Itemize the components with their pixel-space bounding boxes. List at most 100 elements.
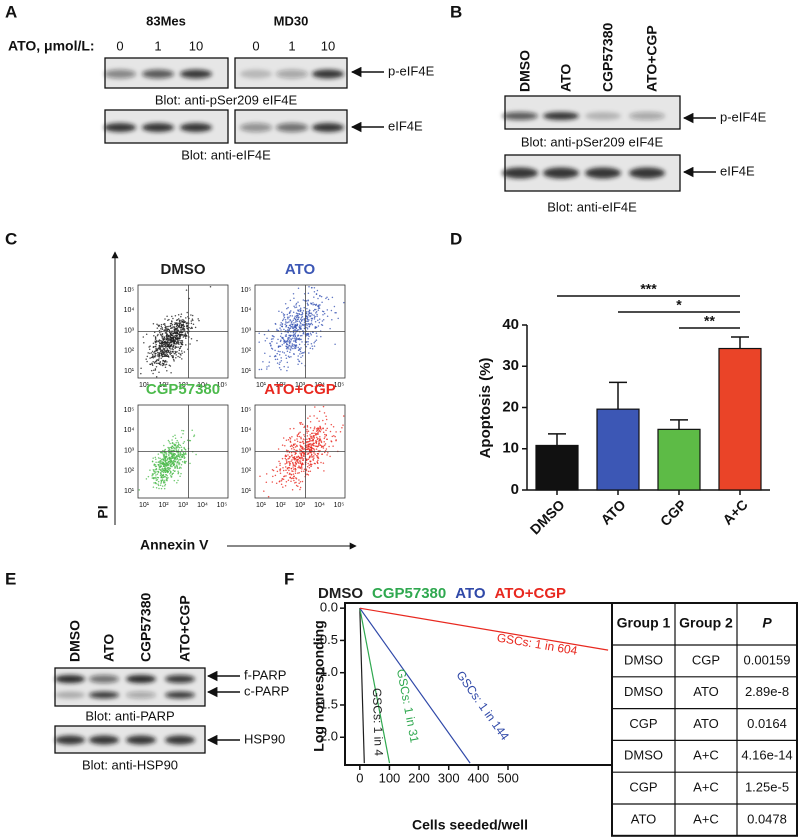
event-dot [171, 448, 173, 450]
event-dot [300, 445, 303, 448]
event-dot [317, 444, 320, 446]
event-dot [170, 322, 173, 325]
event-dot [290, 310, 292, 312]
event-dot [305, 459, 308, 462]
x-tick-label: DMSO [527, 496, 568, 537]
band [502, 167, 538, 179]
x-tick-label: 10² [158, 502, 169, 509]
event-dot [163, 345, 165, 348]
event-dot [310, 342, 313, 345]
event-dot [317, 305, 319, 308]
event-dot [317, 309, 320, 311]
event-dot [296, 440, 299, 443]
table-cell: A+C [693, 811, 719, 826]
event-dot [300, 319, 303, 322]
event-dot [314, 445, 317, 447]
event-dot [172, 332, 174, 335]
event-dot [299, 422, 301, 424]
event-dot [289, 445, 292, 448]
event-dot [170, 344, 172, 347]
event-dot [160, 323, 163, 326]
event-dot [181, 328, 184, 331]
event-dot [292, 319, 295, 321]
event-dot [303, 468, 306, 470]
event-dot [287, 318, 289, 320]
event-dot [308, 466, 311, 469]
event-dot [294, 306, 296, 309]
event-dot [303, 448, 306, 450]
event-dot [286, 471, 289, 474]
event-dot [170, 459, 172, 462]
event-dot [291, 315, 294, 317]
event-dot [152, 470, 155, 472]
event-dot [318, 410, 321, 413]
event-dot [303, 426, 305, 429]
event-dot [173, 326, 176, 329]
event-dot [159, 361, 161, 364]
event-dot [176, 482, 178, 484]
band [89, 735, 119, 745]
event-dot [331, 435, 334, 438]
event-dot [326, 427, 328, 430]
event-dot [319, 427, 322, 430]
y-tick-label: -1.0 [316, 664, 338, 679]
event-dot [291, 327, 294, 329]
event-dot [174, 453, 177, 455]
event-dot [313, 308, 316, 311]
event-dot [181, 449, 183, 452]
event-dot [294, 482, 296, 484]
event-dot [282, 437, 285, 439]
event-dot [173, 342, 176, 344]
event-dot [298, 435, 301, 438]
x-tick-label: 10² [275, 382, 286, 389]
event-dot [307, 299, 309, 302]
band-label: p-eIF4E [720, 109, 767, 124]
event-dot [310, 322, 313, 325]
event-dot [179, 475, 181, 477]
event-dot [287, 454, 289, 456]
event-dot [290, 477, 293, 480]
event-dot [307, 303, 309, 306]
event-dot [179, 459, 182, 461]
event-dot [264, 352, 266, 355]
event-dot [179, 454, 182, 457]
event-dot [172, 326, 174, 328]
event-dot [307, 343, 309, 346]
event-dot [283, 340, 285, 343]
line-annotation: GSCs: 1 in 144 [453, 668, 512, 743]
bar [596, 408, 640, 491]
event-dot [311, 317, 313, 320]
event-dot [298, 482, 300, 484]
event-dot [307, 447, 309, 449]
significance-label: * [676, 297, 682, 313]
event-dot [296, 434, 299, 436]
event-dot [314, 320, 317, 323]
event-dot [306, 426, 309, 428]
event-dot [167, 462, 170, 464]
event-dot [179, 466, 181, 468]
event-dot [160, 349, 162, 351]
event-dot [292, 337, 294, 339]
event-dot [300, 458, 302, 460]
event-dot [295, 468, 297, 471]
y-tick-label: 0.0 [320, 600, 338, 615]
event-dot [154, 369, 157, 371]
event-dot [179, 322, 182, 325]
event-dot [315, 311, 318, 313]
event-dot [296, 438, 298, 440]
event-dot [295, 477, 298, 480]
event-dot [307, 430, 310, 433]
event-dot [162, 458, 165, 460]
event-dot [283, 315, 285, 317]
event-dot [149, 352, 151, 355]
event-dot [172, 337, 174, 340]
event-dot [276, 362, 279, 364]
event-dot [277, 346, 280, 348]
event-dot [164, 318, 166, 320]
event-dot [299, 462, 302, 464]
event-dot [321, 320, 324, 322]
event-dot [306, 435, 309, 437]
event-dot [170, 338, 172, 340]
event-dot [313, 303, 316, 306]
band [126, 735, 156, 745]
